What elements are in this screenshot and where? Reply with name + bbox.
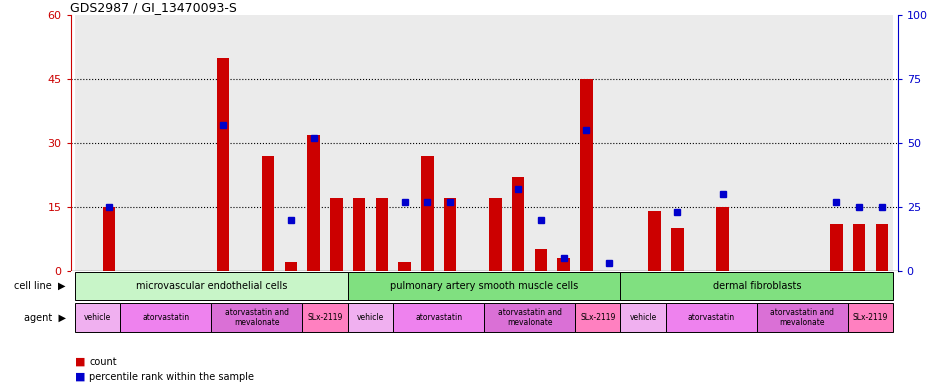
Bar <box>143 15 166 271</box>
Bar <box>689 15 712 271</box>
Bar <box>352 199 366 271</box>
Text: atorvastatin: atorvastatin <box>142 313 190 322</box>
Text: SLx-2119: SLx-2119 <box>853 313 888 322</box>
Text: pulmonary artery smooth muscle cells: pulmonary artery smooth muscle cells <box>390 281 578 291</box>
Text: ■: ■ <box>75 357 86 367</box>
Text: vehicle: vehicle <box>85 313 112 322</box>
Text: atorvastatin and
mevalonate: atorvastatin and mevalonate <box>497 308 561 328</box>
Text: vehicle: vehicle <box>357 313 384 322</box>
Bar <box>216 58 229 271</box>
Text: SLx-2119: SLx-2119 <box>307 313 343 322</box>
Bar <box>120 303 212 333</box>
Bar <box>489 199 502 271</box>
Text: cell line  ▶: cell line ▶ <box>14 281 66 291</box>
Text: atorvastatin: atorvastatin <box>415 313 462 322</box>
Bar <box>598 15 620 271</box>
Bar <box>166 15 189 271</box>
Bar <box>75 303 120 333</box>
Bar <box>620 15 643 271</box>
Bar <box>649 211 661 271</box>
Bar <box>875 224 888 271</box>
Bar <box>212 303 303 333</box>
Bar <box>75 272 348 300</box>
Bar <box>712 15 734 271</box>
Bar <box>307 134 320 271</box>
Bar <box>575 303 620 333</box>
Bar <box>734 15 757 271</box>
Bar <box>757 303 848 333</box>
Bar <box>120 15 143 271</box>
Bar <box>285 262 297 271</box>
Bar <box>666 303 757 333</box>
Bar <box>348 303 393 333</box>
Bar <box>848 15 870 271</box>
Text: atorvastatin and
mevalonate: atorvastatin and mevalonate <box>770 308 835 328</box>
Bar <box>370 15 393 271</box>
Text: dermal fibroblasts: dermal fibroblasts <box>713 281 801 291</box>
Bar <box>620 303 666 333</box>
Bar <box>415 15 439 271</box>
Text: microvascular endothelial cells: microvascular endothelial cells <box>135 281 287 291</box>
Bar <box>348 272 620 300</box>
Bar <box>620 272 893 300</box>
Bar <box>484 303 575 333</box>
Bar <box>279 15 303 271</box>
Bar <box>325 15 348 271</box>
Bar <box>512 177 525 271</box>
Bar <box>399 262 411 271</box>
Bar <box>666 15 689 271</box>
Bar <box>802 15 825 271</box>
Bar <box>575 15 598 271</box>
Bar <box>303 303 348 333</box>
Text: vehicle: vehicle <box>630 313 657 322</box>
Bar <box>212 15 234 271</box>
Bar <box>376 199 388 271</box>
Text: ■: ■ <box>75 372 86 382</box>
Bar <box>189 15 212 271</box>
Bar <box>830 224 842 271</box>
Bar <box>330 199 343 271</box>
Text: SLx-2119: SLx-2119 <box>580 313 616 322</box>
Bar <box>348 15 370 271</box>
Bar <box>643 15 666 271</box>
Bar <box>444 199 456 271</box>
Bar <box>98 15 120 271</box>
Text: count: count <box>89 357 117 367</box>
Bar <box>75 15 98 271</box>
Bar <box>535 250 547 271</box>
Bar <box>102 207 116 271</box>
Bar <box>529 15 553 271</box>
Bar <box>580 79 592 271</box>
Bar <box>393 303 484 333</box>
Bar <box>507 15 529 271</box>
Bar <box>853 224 866 271</box>
Bar <box>779 15 802 271</box>
Bar <box>421 156 433 271</box>
Text: agent  ▶: agent ▶ <box>24 313 66 323</box>
Text: GDS2987 / GI_13470093-S: GDS2987 / GI_13470093-S <box>70 1 238 14</box>
Text: percentile rank within the sample: percentile rank within the sample <box>89 372 255 382</box>
Bar <box>393 15 415 271</box>
Bar <box>825 15 848 271</box>
Bar <box>257 15 279 271</box>
Bar <box>870 15 893 271</box>
Bar <box>848 303 893 333</box>
Bar <box>262 156 274 271</box>
Bar <box>553 15 575 271</box>
Bar <box>303 15 325 271</box>
Bar <box>234 15 257 271</box>
Text: atorvastatin: atorvastatin <box>688 313 735 322</box>
Bar <box>557 258 570 271</box>
Bar <box>439 15 462 271</box>
Bar <box>462 15 484 271</box>
Bar <box>716 207 728 271</box>
Bar <box>484 15 507 271</box>
Bar <box>757 15 779 271</box>
Bar <box>671 228 683 271</box>
Text: atorvastatin and
mevalonate: atorvastatin and mevalonate <box>225 308 289 328</box>
